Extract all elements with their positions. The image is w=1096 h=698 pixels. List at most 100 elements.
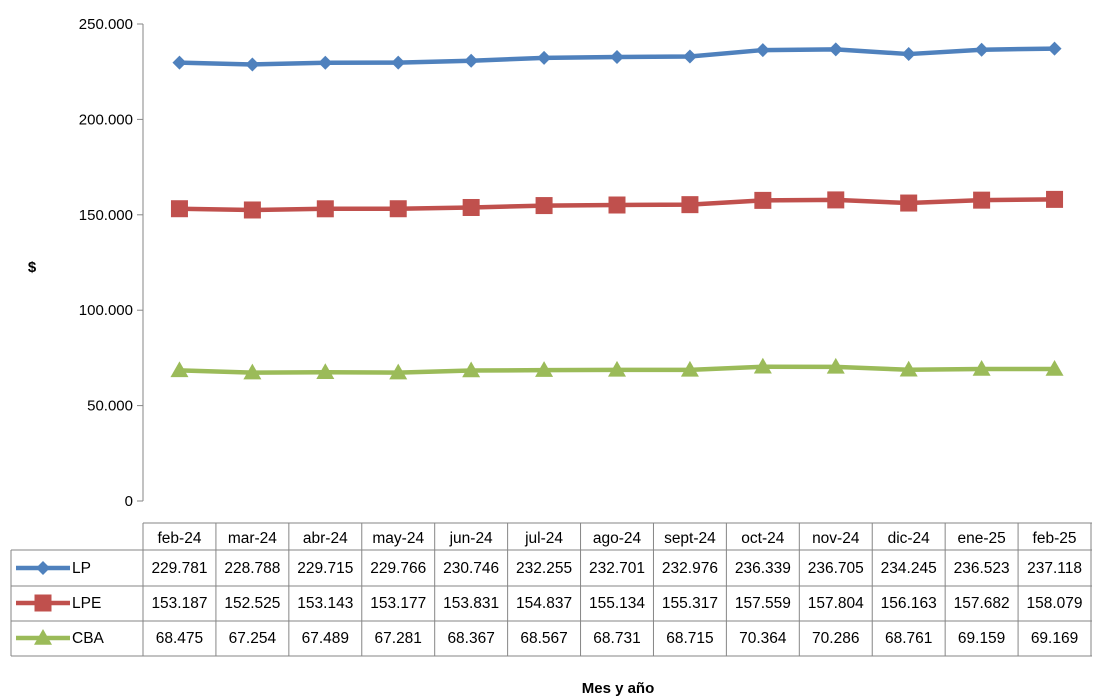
legend-label: CBA (72, 630, 105, 647)
data-cell: 230.746 (443, 560, 499, 577)
x-category-label: dic-24 (888, 530, 931, 547)
x-category-label: sept-24 (664, 530, 716, 547)
diamond-marker (682, 49, 697, 64)
data-cell: 228.788 (224, 560, 280, 577)
diamond-marker (901, 47, 916, 62)
data-cell: 68.731 (593, 630, 640, 647)
diamond-marker (36, 561, 50, 575)
square-marker (316, 200, 334, 218)
square-marker (900, 194, 918, 212)
triangle-marker (389, 363, 408, 380)
square-marker (34, 594, 52, 612)
diamond-marker (172, 55, 187, 70)
legend-key-lp (16, 561, 70, 575)
triangle-marker (316, 363, 335, 379)
data-cell: 237.118 (1027, 560, 1082, 577)
diamond-marker (755, 43, 770, 58)
square-marker (462, 198, 480, 216)
diamond-marker (610, 50, 624, 65)
diamond-marker (974, 42, 989, 57)
triangle-marker (243, 363, 262, 380)
x-category-label: mar-24 (228, 530, 277, 547)
square-marker (243, 201, 261, 219)
x-category-label: nov-24 (812, 530, 860, 547)
data-cell: 236.705 (808, 560, 864, 577)
diamond-marker (391, 55, 406, 70)
y-axis: 0 50.000 100.000 150.000 200.000 250.000 (79, 16, 144, 510)
triangle-marker (826, 357, 845, 374)
x-category-label: ene-25 (957, 530, 1005, 547)
data-cell: 236.339 (735, 560, 791, 577)
triangle-marker (753, 357, 772, 374)
x-category-label: oct-24 (741, 530, 784, 547)
data-cell: 232.976 (662, 560, 718, 577)
data-cell: 157.682 (954, 595, 1010, 612)
x-category-label: abr-24 (303, 530, 348, 547)
y-tick-label: 150.000 (79, 207, 133, 224)
data-cell: 155.134 (589, 595, 645, 612)
x-category-label: feb-25 (1033, 530, 1077, 547)
triangle-marker (462, 361, 481, 378)
x-category-label: feb-24 (157, 530, 201, 547)
data-cell: 155.317 (662, 595, 718, 612)
triangle-marker (680, 360, 699, 377)
data-cell: 68.367 (447, 630, 494, 647)
data-cell: 69.169 (1031, 630, 1078, 647)
triangle-marker (535, 361, 554, 377)
triangle-marker (1045, 360, 1064, 376)
x-axis-title: Mes y año (582, 680, 655, 697)
legend-label: LP (72, 560, 91, 577)
data-cell: 157.559 (735, 595, 791, 612)
data-cell: 232.255 (516, 560, 572, 577)
data-cell: 229.781 (151, 560, 207, 577)
triangle-marker (608, 360, 626, 377)
x-category-label: ago-24 (593, 530, 642, 547)
y-tick-label: 250.000 (79, 16, 133, 33)
square-marker (754, 191, 772, 209)
square-marker (608, 196, 626, 214)
data-table: feb-24 mar-24 abr-24 may-24 jun-24 jul-24 ago-… (10, 522, 1092, 657)
square-marker (681, 196, 699, 214)
x-category-label: jun-24 (449, 530, 493, 547)
data-cell: 68.475 (156, 630, 203, 647)
data-cell: 157.804 (808, 595, 864, 612)
data-cell: 67.489 (302, 630, 349, 647)
triangle-marker (899, 360, 918, 377)
series-cba (170, 357, 1064, 380)
data-cell: 68.715 (666, 630, 713, 647)
square-marker (535, 197, 553, 215)
x-category-label: jul-24 (524, 530, 563, 547)
data-cell: 154.837 (516, 595, 572, 612)
data-cell: 67.254 (229, 630, 277, 647)
square-marker (1046, 190, 1064, 208)
square-marker (827, 191, 845, 209)
data-cell: 234.245 (881, 560, 937, 577)
x-category-label: may-24 (372, 530, 424, 547)
data-cell: 152.525 (224, 595, 280, 612)
diamond-marker (537, 50, 552, 65)
triangle-marker (972, 360, 991, 376)
square-marker (973, 191, 991, 209)
data-cell: 153.143 (297, 595, 353, 612)
diamond-marker (318, 55, 333, 70)
legend-key-cba (16, 629, 70, 645)
y-axis-title: $ (28, 259, 37, 276)
legend-label: LPE (72, 595, 101, 612)
y-tick-label: 200.000 (79, 111, 133, 128)
data-cell: 69.159 (958, 630, 1005, 647)
y-tick-label: 0 (125, 493, 133, 510)
data-cell: 68.761 (885, 630, 932, 647)
y-tick-label: 100.000 (79, 302, 133, 319)
data-cell: 236.523 (954, 560, 1010, 577)
data-cell: 156.163 (881, 595, 937, 612)
data-cell: 70.286 (812, 630, 859, 647)
triangle-marker (34, 629, 52, 645)
square-marker (170, 200, 188, 218)
data-cell: 68.567 (520, 630, 567, 647)
data-cell: 153.831 (443, 595, 499, 612)
data-cell: 153.187 (151, 595, 207, 612)
diamond-marker (464, 53, 479, 68)
series-lpe (170, 190, 1064, 219)
square-marker (389, 200, 407, 218)
